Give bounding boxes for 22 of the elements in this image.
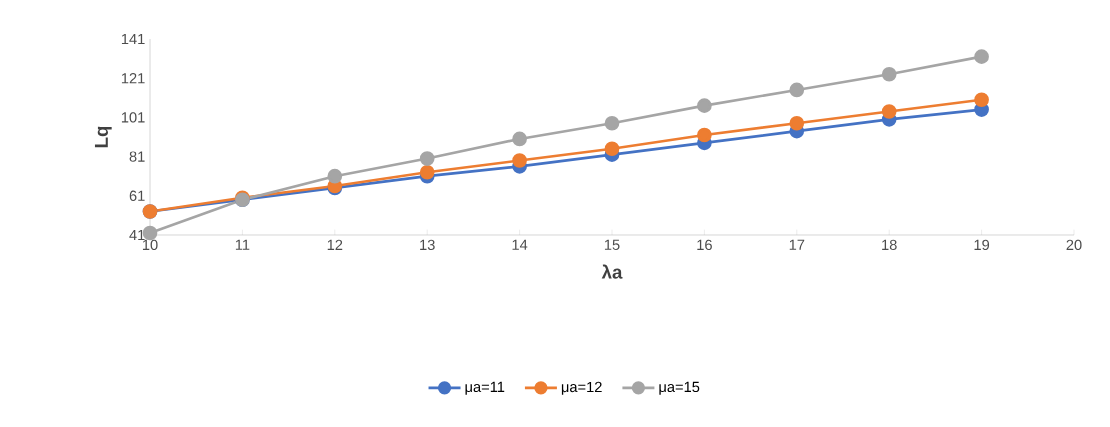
x-tick-label: 11 xyxy=(235,239,250,250)
x-tick-label: 15 xyxy=(604,239,620,250)
y-tick-label: 141 xyxy=(121,33,145,45)
x-tick-label: 19 xyxy=(974,239,990,251)
legend-label: μa=11 xyxy=(465,381,505,395)
y-tick-label: 121 xyxy=(121,73,145,84)
x-tick-label: 14 xyxy=(512,239,528,250)
x-tick-label: 13 xyxy=(420,239,435,251)
x-tick-label: 18 xyxy=(882,239,897,251)
x-tick-label: 12 xyxy=(327,239,343,250)
y-tick-label: 81 xyxy=(129,151,145,162)
x-axis-title: λa xyxy=(601,264,623,279)
x-tick-label: 16 xyxy=(697,239,712,251)
x-tick-label: 17 xyxy=(789,239,805,250)
legend-label: μa=12 xyxy=(561,381,602,395)
legend-label: μa=15 xyxy=(659,381,700,395)
y-tick-label: 41 xyxy=(129,229,145,241)
x-tick-label: 20 xyxy=(1066,239,1082,251)
y-axis-title: Lq xyxy=(94,126,112,148)
y-tick-label: 61 xyxy=(129,190,145,201)
y-tick-label: 101 xyxy=(121,112,145,123)
x-tick-label: 10 xyxy=(142,239,158,251)
